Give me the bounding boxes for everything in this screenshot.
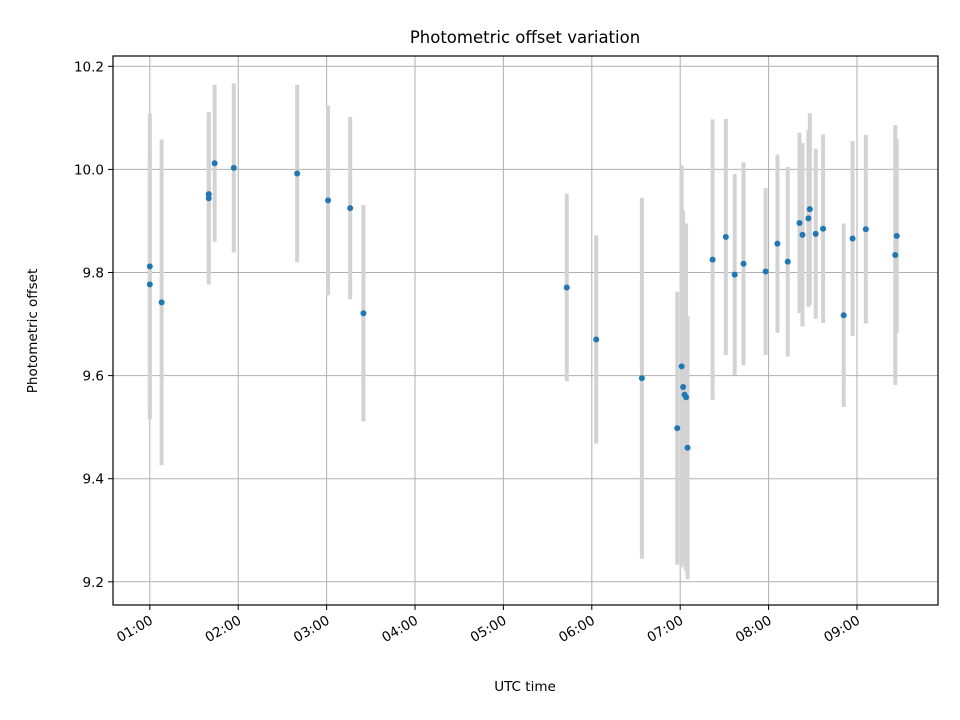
data-point [820,225,827,232]
data-point [205,191,212,198]
data-point [360,310,367,317]
data-point [806,206,813,213]
data-point [205,195,212,202]
data-point [684,444,691,451]
y-tick-label: 9.4 [83,472,104,488]
y-tick-label: 9.6 [83,369,104,385]
data-point [146,263,153,270]
data-point [680,383,687,390]
chart-title: Photometric offset variation [410,28,640,47]
data-point [722,233,729,240]
data-point [563,284,570,291]
data-point [796,220,803,227]
data-point [812,230,819,237]
data-point [146,281,153,288]
data-point [731,271,738,278]
data-point [347,205,354,212]
y-tick-label: 9.8 [83,266,104,282]
data-point [294,170,301,177]
data-point [325,197,332,204]
y-axis-ticks: 9.2 9.4 9.6 9.8 10.0 10.2 [74,59,113,591]
plot-frame [112,55,939,606]
data-point [211,160,218,167]
data-point [678,363,685,370]
data-point [849,235,856,242]
data-point [862,226,869,233]
data-point [709,256,716,263]
data-point [840,312,847,319]
y-tick-label: 10.0 [74,162,104,178]
data-point [893,232,900,239]
data-point [740,260,747,267]
data-point [230,164,237,171]
data-point [683,394,690,401]
y-axis-label: Photometric offset [25,269,41,393]
data-point [774,240,781,247]
data-point [762,268,769,275]
y-tick-label: 9.2 [83,575,104,591]
data-point [593,336,600,343]
y-tick-label: 10.2 [74,59,104,75]
data-point [805,215,812,222]
data-point [674,425,681,432]
data-points [146,160,900,451]
data-point [784,258,791,265]
x-axis-label: UTC time [494,679,556,695]
data-point [638,375,645,382]
data-point [158,299,165,306]
data-point [799,231,806,238]
data-point [892,251,899,258]
